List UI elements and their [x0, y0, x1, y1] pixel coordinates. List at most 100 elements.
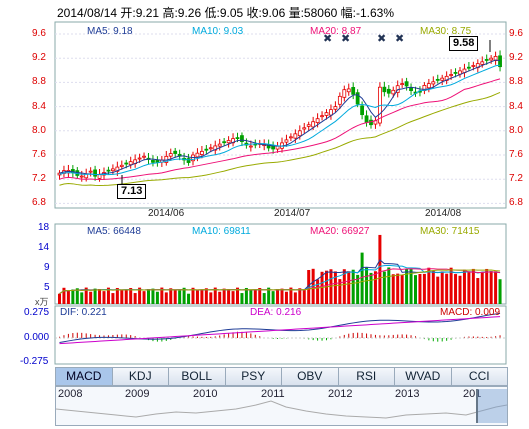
candle-body: [240, 135, 244, 142]
volume-bar: [80, 292, 84, 304]
candle-body: [151, 160, 155, 163]
volume-bar: [302, 289, 306, 304]
quote-high: 高:9.26: [162, 6, 202, 20]
volume-bar: [467, 271, 471, 304]
volume-bar: [222, 288, 226, 304]
candle-body: [119, 164, 124, 167]
candle-body: [498, 55, 502, 68]
tab-obv[interactable]: OBV: [282, 368, 339, 385]
volume-bar: [106, 287, 110, 304]
volume-bar: [471, 268, 475, 304]
volume-bar: [311, 268, 315, 304]
price-tick-l: 6.8: [32, 197, 46, 209]
candle-body: [337, 95, 342, 105]
volume-bar: [476, 278, 480, 304]
candle-body: [248, 145, 253, 148]
candle-body: [364, 115, 369, 123]
macd-tick-low: -0.275: [20, 356, 49, 367]
volume-bar: [89, 291, 93, 304]
price-tick-l: 7.2: [32, 173, 46, 185]
candle-body: [208, 147, 213, 150]
quote-close: 收:9.06: [246, 6, 286, 20]
volume-bar: [200, 289, 204, 304]
candle-body: [137, 157, 142, 160]
volume-bar: [289, 287, 293, 304]
volume-bar: [129, 287, 133, 304]
volume-bar: [138, 287, 142, 304]
volume-bar: [151, 288, 155, 304]
volume-bar: [498, 279, 502, 304]
volume-unit: x万: [35, 297, 49, 307]
date-label-august: 2014/08: [425, 208, 462, 219]
volume-bar: [218, 291, 222, 304]
tab-kdj[interactable]: KDJ: [112, 368, 169, 385]
ma20-line: [59, 78, 501, 180]
volume-bar: [249, 289, 253, 304]
price-tick-r: 7.2: [509, 173, 523, 185]
tab-cci[interactable]: CCI: [451, 368, 507, 385]
candle-body: [297, 130, 302, 137]
volume-bar: [62, 287, 66, 304]
candle-body: [391, 89, 396, 95]
volume-bar: [458, 275, 462, 304]
high-price-marker: 9.58: [449, 36, 479, 51]
volume-bar: [414, 275, 417, 304]
volume-bar: [124, 289, 128, 304]
volume-bar: [485, 268, 489, 304]
volume-bar: [422, 273, 426, 304]
price-ma-lines: [59, 59, 501, 187]
macd-tick-zero: 0.000: [24, 332, 50, 343]
macd-tick-high: 0.275: [24, 307, 50, 318]
macd-dea-line: [59, 316, 501, 345]
volume-bar: [293, 292, 297, 304]
candle-body: [173, 150, 178, 154]
timeline-overview[interactable]: 2008 2009 2010 2011 2012 2013 201: [55, 386, 508, 426]
candle-body: [355, 92, 360, 105]
price-tick-l: 9.2: [32, 52, 46, 64]
candle-body: [453, 72, 458, 74]
candle-body: [386, 88, 391, 94]
overview-range-selector[interactable]: [476, 389, 507, 423]
volume-bar: [204, 288, 208, 304]
volume-bar: [111, 293, 115, 304]
tab-boll[interactable]: BOLL: [169, 368, 226, 385]
tab-rsi[interactable]: RSI: [338, 368, 395, 385]
price-tick-r: 9.6: [509, 28, 523, 39]
price-panel-frame: [54, 21, 507, 209]
candle-body: [360, 105, 365, 116]
indicator-tabs: MACD KDJ BOLL PSY OBV RSI WVAD CCI: [55, 367, 508, 386]
price-tick-r: 6.8: [509, 197, 523, 209]
volume-bar: [449, 267, 453, 304]
candle-body: [346, 88, 351, 93]
tab-psy[interactable]: PSY: [225, 368, 282, 385]
volume-bar: [236, 287, 239, 304]
candle-body: [106, 169, 111, 172]
volume-ma10-label: MA10: 69811: [192, 226, 251, 237]
tab-wvad[interactable]: WVAD: [395, 368, 452, 385]
price-tick-r: 8.8: [509, 76, 523, 88]
volume-bar: [436, 276, 440, 304]
macd-lines: [55, 312, 506, 345]
tab-macd[interactable]: MACD: [56, 368, 113, 385]
volume-bar: [365, 267, 369, 304]
volume-bar: [155, 291, 159, 304]
volume-bar: [84, 287, 88, 304]
volume-bar: [267, 287, 271, 304]
volume-bar: [271, 291, 275, 304]
candle-body: [311, 121, 316, 128]
volume-bar: [333, 271, 337, 304]
macd-value-label: MACD: 0.009: [440, 307, 501, 318]
candle-body: [217, 143, 222, 147]
volume-bar: [231, 291, 235, 304]
candle-body: [226, 140, 231, 144]
volume-bar: [427, 267, 431, 304]
volume-bar: [142, 291, 146, 304]
ma30-line: [59, 91, 501, 187]
volume-bar: [169, 288, 173, 304]
candle-body: [404, 81, 409, 87]
volume-bar: [391, 274, 395, 304]
volume-bar: [178, 290, 182, 304]
volume-bar: [342, 269, 346, 304]
volume-bar: [445, 273, 449, 304]
